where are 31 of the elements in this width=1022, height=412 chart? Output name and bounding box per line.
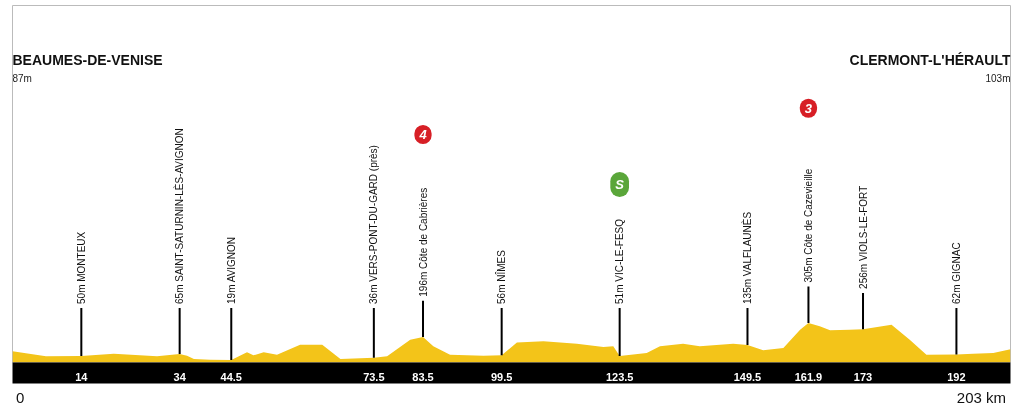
annotation: CLERMONT-L'HÉRAULT xyxy=(849,51,1011,68)
annotation: 4 xyxy=(418,127,428,143)
data-label: 196m Côte de Cabrières xyxy=(417,187,429,297)
data-label: 305m Côte de Cazevieille xyxy=(802,168,814,283)
annotation: BEAUMES-DE-VENISE xyxy=(12,51,163,68)
x-tick-label: 14 xyxy=(75,370,89,383)
annotation: 3 xyxy=(804,100,813,116)
annotation: 87m xyxy=(12,72,32,84)
annotation: 103m xyxy=(985,72,1011,84)
data-label: 65m SAINT-SATURNIN-LÈS-AVIGNON xyxy=(173,128,186,304)
x-tick-label: 99.5 xyxy=(490,370,513,383)
x-tick-label: 123.5 xyxy=(605,370,634,383)
x-tick-label: 192 xyxy=(947,370,966,383)
data-label: 256m VIOLS-LE-FORT xyxy=(857,185,869,289)
data-label: 51m VIC-LE-FESQ xyxy=(614,218,626,304)
data-label: 36m VERS-PONT-DU-GARD (près) xyxy=(368,145,380,304)
x-tick-label: 149.5 xyxy=(733,370,762,383)
data-label: 62m GIGNAC xyxy=(950,242,962,304)
x-tick-label: 173 xyxy=(853,370,873,383)
x-tick-label: 83.5 xyxy=(412,370,434,383)
x-tick-label: 44.5 xyxy=(220,370,242,383)
annotation: S xyxy=(615,176,625,192)
text: 203 km xyxy=(956,388,1006,408)
x-tick-label: 161.9 xyxy=(794,370,823,383)
text: 0 xyxy=(16,388,25,408)
x-tick-label: 34 xyxy=(173,370,187,383)
x-tick-label: 73.5 xyxy=(363,370,385,383)
data-label: 135m VALFLAUNÈS xyxy=(740,211,753,304)
data-label: 19m AVIGNON xyxy=(225,236,237,304)
data-label: 56m NÎMES xyxy=(495,249,508,304)
data-label: 50m MONTEUX xyxy=(75,231,87,304)
